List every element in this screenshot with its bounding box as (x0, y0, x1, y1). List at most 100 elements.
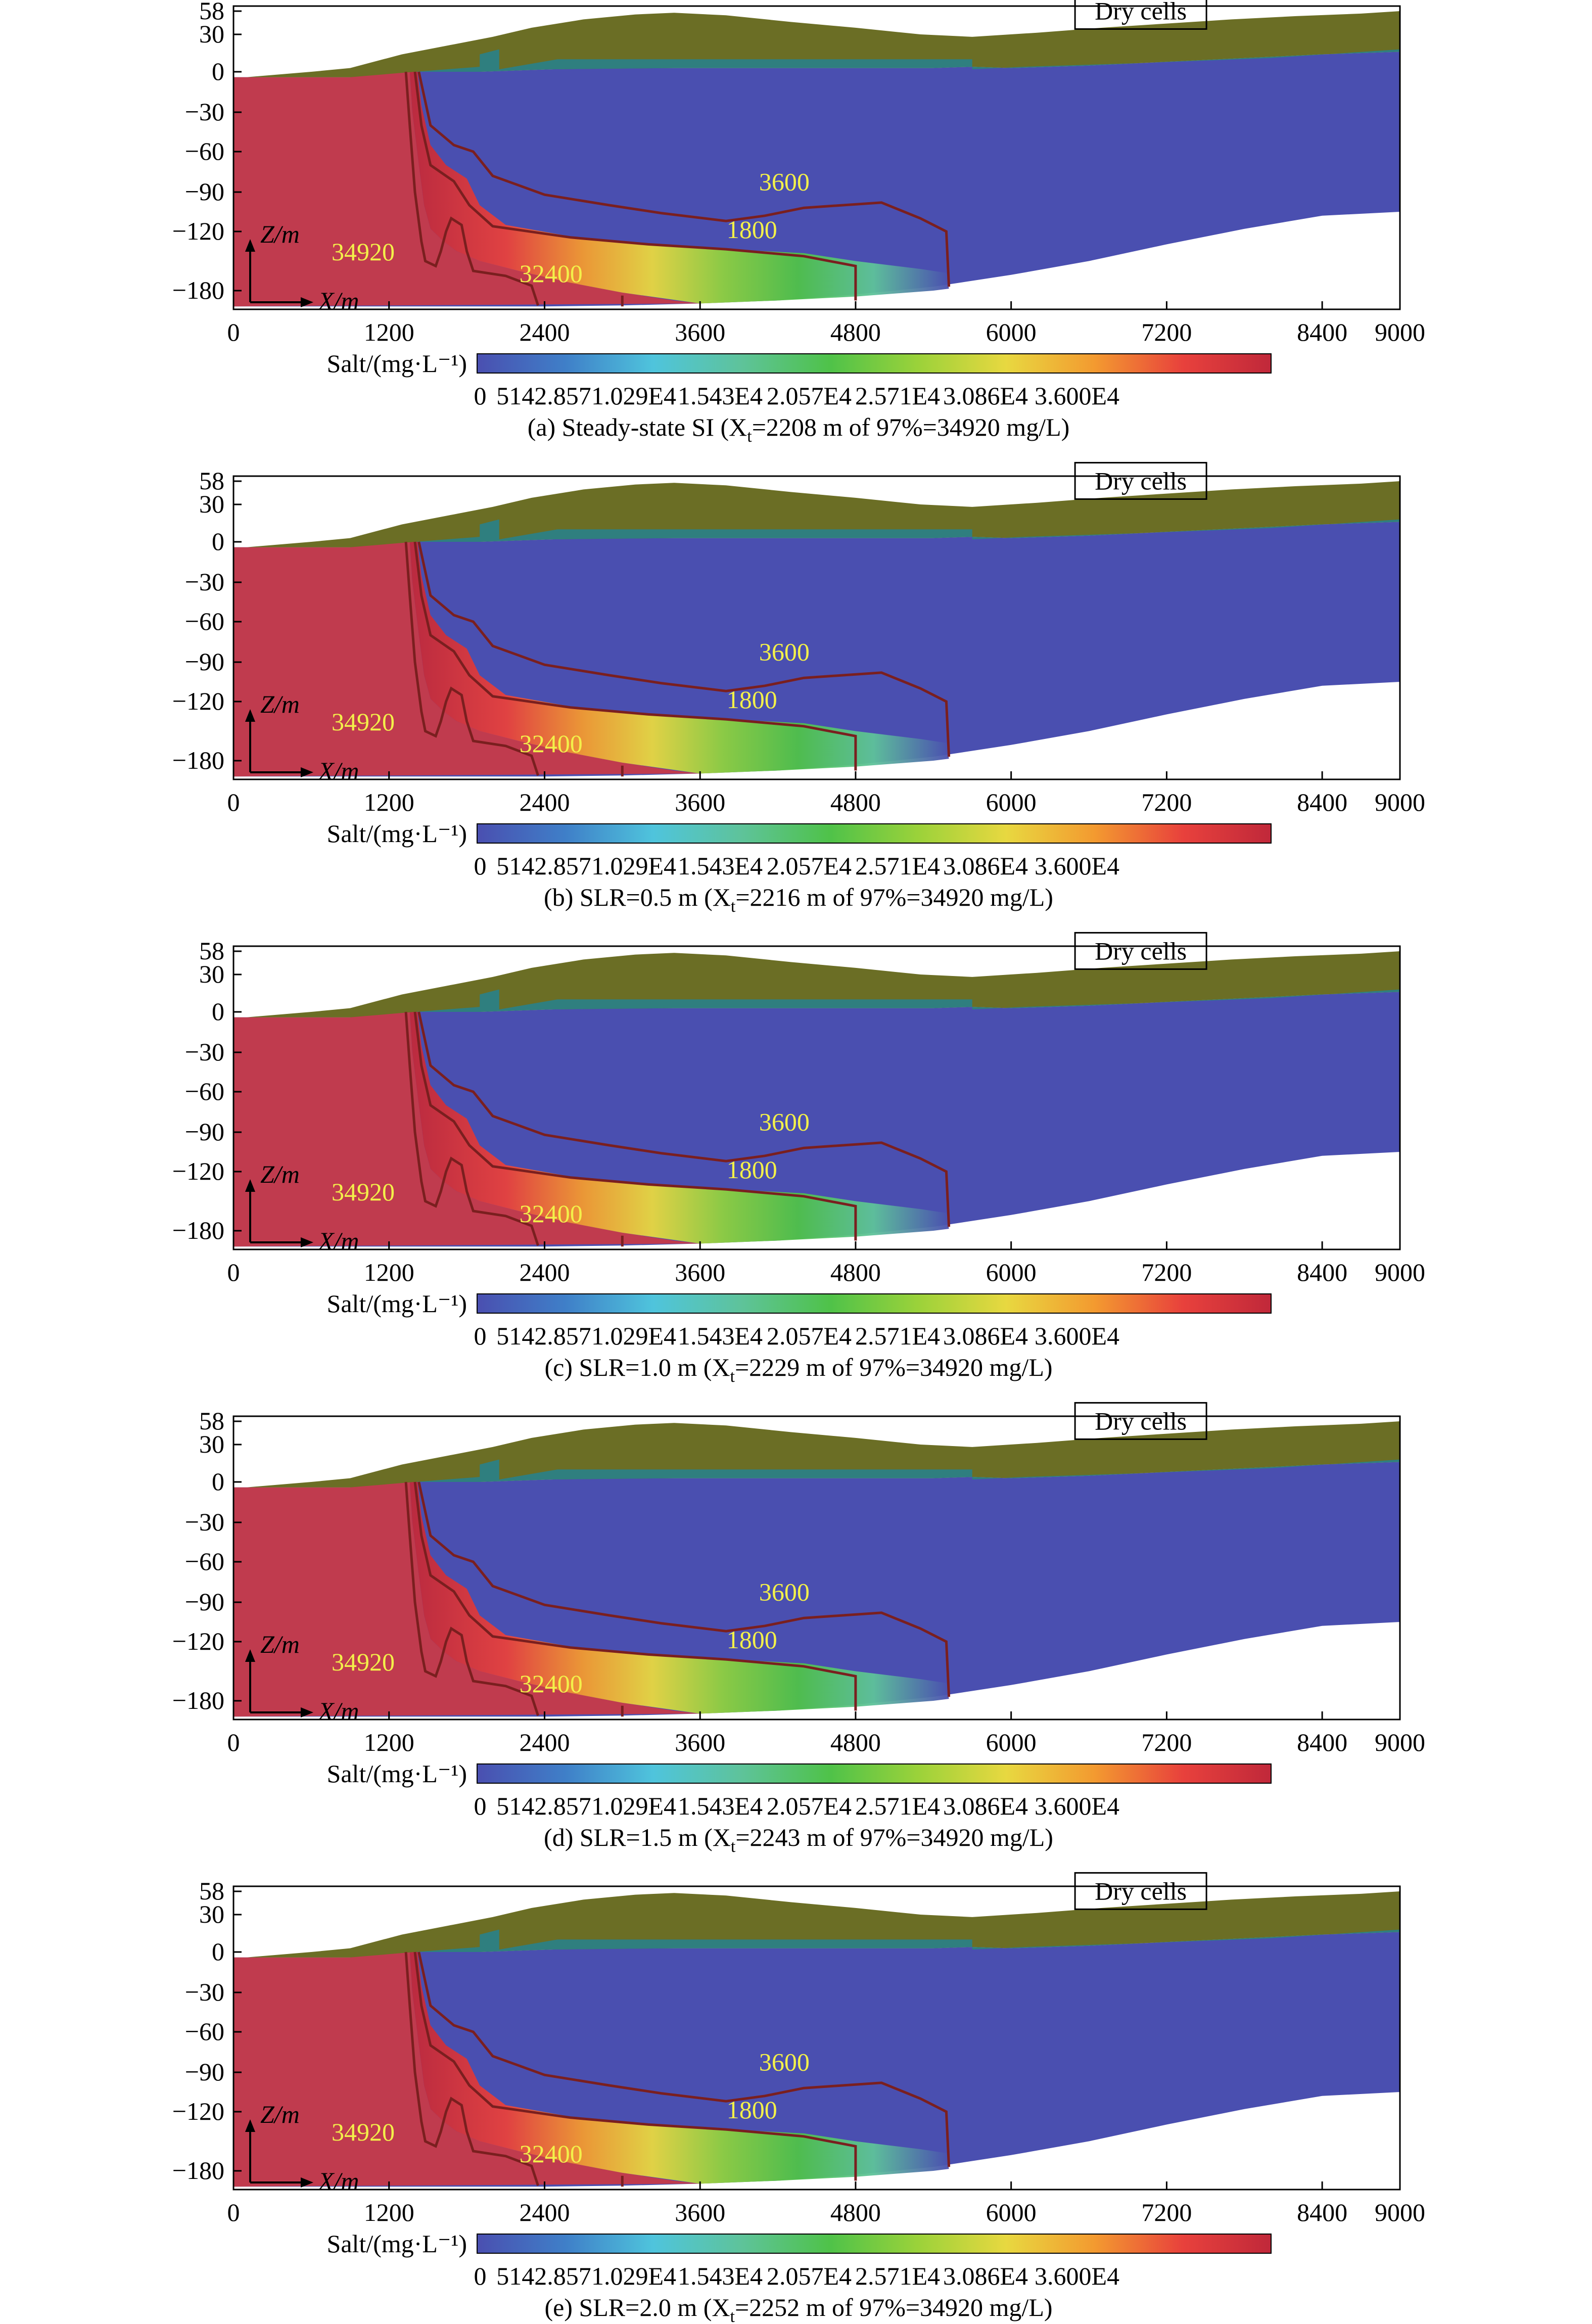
dry-cells-label: Dry cells (1095, 937, 1187, 965)
contour-label: 1800 (727, 685, 777, 714)
colorbar-tick-label: 1.543E4 (678, 1792, 763, 1820)
contour-label: 1800 (727, 1155, 777, 1184)
contour-line (404, 1481, 539, 1716)
y-tick-label: 58 (199, 0, 224, 25)
z-axis-label: Z/m (260, 2100, 300, 2128)
panel-caption: (a) Steady-state SI (Xt=2208 m of 97%=34… (528, 413, 1070, 446)
mixing-zone (409, 542, 949, 774)
colorbar-tick-label: 3.086E4 (943, 1322, 1028, 1350)
y-tick-label: −180 (172, 276, 224, 304)
x-arrow-head (301, 1237, 313, 1247)
dry-cells-zone (246, 1891, 1400, 1958)
x-tick-label: 0 (227, 788, 240, 816)
x-tick-label: 3600 (675, 1728, 725, 1756)
colorbar-tick-label: 0 (474, 1322, 487, 1350)
y-tick-label: 30 (199, 1430, 224, 1458)
x-tick-label: 1200 (364, 318, 414, 346)
panel-c: 34920 32400 1800 3600 Dry cells 0 1200 2400 3600… (172, 932, 1425, 1386)
y-tick-label: −60 (185, 1547, 224, 1575)
x-tick-label: 1200 (364, 1728, 414, 1756)
x-tick-label: 0 (227, 1258, 240, 1286)
dry-cells-zone (246, 951, 1400, 1017)
x-tick-label: 1200 (364, 2198, 414, 2226)
x-tick-label: 3600 (675, 788, 725, 816)
contour-label: 34920 (332, 238, 395, 266)
x-arrow-head (301, 1707, 313, 1717)
colorbar-tick-label: 1.543E4 (678, 1322, 763, 1350)
y-tick-label: 58 (199, 1407, 224, 1435)
colorbar (477, 1293, 1272, 1314)
x-tick-label: 4800 (830, 2198, 881, 2226)
colorbar-tick-label: 3.600E4 (1035, 852, 1119, 880)
axes-frame (232, 5, 1401, 310)
contour-line (417, 71, 951, 287)
seawater-zone (233, 1012, 700, 1247)
colorbar-tick-label: 1.029E4 (591, 852, 676, 880)
dry-cells-box (1074, 1402, 1207, 1440)
colorbar-tick-label: 3.086E4 (943, 852, 1028, 880)
y-tick-label: −90 (185, 647, 224, 676)
y-tick-label: −30 (185, 1508, 224, 1536)
x-tick-label: 9000 (1375, 1258, 1425, 1286)
y-tick-label: −120 (172, 2097, 224, 2125)
colorbar-tick-label: 2.571E4 (855, 1792, 940, 1820)
colorbar (477, 353, 1272, 374)
contour-label: 32400 (520, 1669, 583, 1698)
contour-line (404, 1011, 539, 1246)
contour-label: 3600 (759, 638, 810, 666)
colorbar-tick-label: 1.543E4 (678, 2262, 763, 2290)
colorbar-tick-label: 3.086E4 (943, 2262, 1028, 2290)
x-tick-label: 9000 (1375, 1728, 1425, 1756)
contour-label: 3600 (759, 1108, 810, 1136)
y-tick-label: −120 (172, 687, 224, 715)
x-tick-label: 6000 (986, 1728, 1037, 1756)
colorbar-tick-label: 2.057E4 (767, 852, 852, 880)
colorbar-tick-label: 0 (474, 852, 487, 880)
y-tick-label: −30 (185, 1038, 224, 1066)
contour-label: 32400 (520, 2140, 583, 2168)
colorbar-tick-label: 2.571E4 (855, 2262, 940, 2290)
y-tick-label: −180 (172, 2156, 224, 2184)
colorbar-tick-label: 2.571E4 (855, 382, 940, 410)
x-arrow-head (301, 2177, 313, 2188)
colorbar-tick-label: 0 (474, 1792, 487, 1820)
x-tick-label: 2400 (519, 318, 570, 346)
colorbar-label: Salt/(mg·L⁻¹) (327, 2229, 467, 2258)
colorbar-tick-label: 2.057E4 (767, 382, 852, 410)
x-tick-label: 0 (227, 2198, 240, 2226)
y-tick-label: 58 (199, 937, 224, 965)
contour-line (417, 1481, 951, 1697)
panel-a: 34920 32400 1800 3600 Dry cells 0 1200 2400 3600… (172, 0, 1425, 446)
dry-cells-strip (415, 519, 1400, 542)
y-tick-label: 0 (212, 527, 224, 555)
colorbar-tick-label: 1.543E4 (678, 852, 763, 880)
seawater-zone (233, 72, 700, 307)
y-tick-label: −30 (185, 98, 224, 126)
z-arrow-head (245, 2119, 255, 2132)
z-axis-label: Z/m (260, 1160, 300, 1188)
colorbar-tick-label: 1.029E4 (591, 382, 676, 410)
z-arrow-head (245, 1179, 255, 1192)
z-arrow-head (245, 239, 255, 252)
axes-frame (232, 1885, 1401, 2191)
y-tick-label: −180 (172, 1216, 224, 1244)
x-axis-label: X/m (317, 287, 359, 315)
dry-cells-zone (246, 481, 1400, 547)
contour-label: 1800 (727, 2096, 777, 2124)
x-tick-label: 9000 (1375, 318, 1425, 346)
x-tick-label: 4800 (830, 788, 881, 816)
dry-cells-strip (415, 989, 1400, 1012)
dry-cells-box (1074, 0, 1207, 30)
colorbar-tick-label: 1.029E4 (591, 1322, 676, 1350)
y-tick-label: −60 (185, 1077, 224, 1105)
colorbar-tick-label: 3.600E4 (1035, 1322, 1119, 1350)
colorbar-tick-label: 3.086E4 (943, 382, 1028, 410)
x-tick-label: 4800 (830, 1258, 881, 1286)
x-tick-label: 0 (227, 318, 240, 346)
y-tick-label: −180 (172, 746, 224, 774)
dry-cells-label: Dry cells (1095, 1877, 1187, 1905)
seawater-zone (233, 1952, 700, 2187)
contour-line (413, 1951, 857, 2181)
colorbar (477, 1763, 1272, 1784)
colorbar-tick-label: 5142.857 (496, 382, 591, 410)
